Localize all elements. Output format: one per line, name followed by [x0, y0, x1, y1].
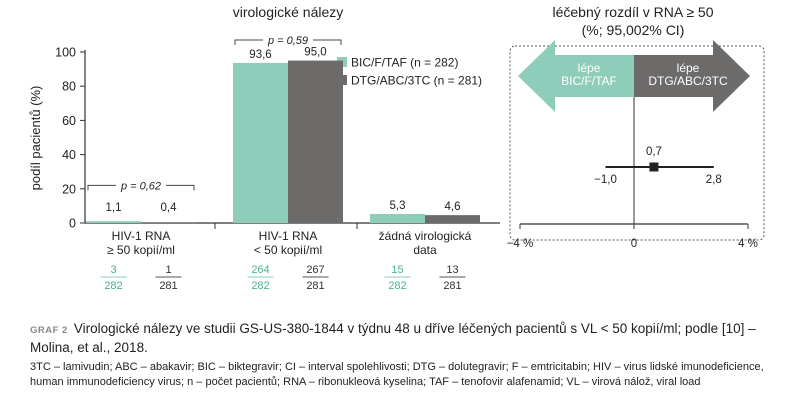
fraction-numerator: 1	[165, 264, 171, 276]
y-tick-label: 20	[62, 182, 76, 196]
fraction-numerator: 264	[251, 264, 269, 276]
bar	[425, 215, 480, 223]
bar	[141, 222, 196, 223]
point-estimate-marker	[649, 162, 659, 172]
bar-chart-title: virologické nálezy	[233, 4, 344, 20]
forest-subtitle: (%; 95,002% CI)	[582, 22, 685, 38]
caption-label: GRAF 2	[30, 325, 68, 336]
p-value-label: p = 0,59	[267, 35, 308, 47]
arrow-right-label: DTG/ABC/3TC	[648, 74, 728, 88]
category-label: HIV-1 RNA	[259, 229, 318, 243]
forest-x-tick-label: −4 %	[507, 238, 534, 250]
fraction-denominator: 281	[159, 280, 177, 292]
y-tick-label: 100	[55, 46, 76, 60]
fraction-numerator: 267	[306, 264, 324, 276]
legend-label: DTG/ABC/3TC (n = 281)	[351, 74, 482, 88]
legend-label: BIC/F/TAF (n = 282)	[351, 56, 458, 70]
category-label: data	[413, 243, 437, 257]
category-label: žádná virologická	[379, 229, 472, 243]
y-axis-label: podíl pacientů (%)	[28, 86, 43, 191]
point-estimate-label: 0,7	[646, 146, 662, 158]
fraction-denominator: 282	[388, 280, 406, 292]
p-value-label: p = 0,62	[120, 180, 161, 192]
fraction-numerator: 3	[110, 264, 116, 276]
fraction-numerator: 13	[446, 264, 458, 276]
y-tick-label: 40	[62, 148, 76, 162]
bar-value-label: 95,0	[304, 47, 326, 59]
bar-value-label: 93,6	[249, 49, 271, 61]
bar-value-label: 1,1	[106, 202, 122, 214]
bar	[370, 213, 425, 223]
category-label: ≥ 50 kopií/ml	[107, 243, 175, 257]
y-tick-label: 80	[62, 80, 76, 94]
category-label: < 50 kopií/ml	[254, 243, 322, 257]
ci-low-label: −1,0	[594, 174, 617, 186]
fraction-denominator: 282	[104, 280, 122, 292]
fraction-denominator: 281	[306, 280, 324, 292]
forest-title: léčebný rozdíl v RNA ≥ 50	[553, 4, 714, 20]
bar	[288, 60, 343, 223]
chart-canvas: virologické nálezy podíl pacientů (%) 0 20 4…	[28, 4, 765, 292]
arrow-right-dtg	[634, 40, 750, 112]
forest-dashed-frame	[509, 45, 765, 241]
arrow-left-label: BIC/F/TAF	[561, 74, 617, 88]
bar	[233, 62, 288, 223]
ci-high-label: 2,8	[706, 174, 722, 186]
fraction-denominator: 282	[251, 280, 269, 292]
bar-value-label: 0,4	[161, 202, 178, 214]
fraction-denominator: 281	[443, 280, 461, 292]
p-value-bg	[263, 33, 313, 46]
figure-caption: GRAF 2 Virologické nálezy ve studii GS-US…	[30, 320, 770, 356]
bar	[86, 221, 141, 223]
arrow-left-bic	[518, 40, 634, 112]
forest-x-tick-label: 4 %	[738, 238, 758, 250]
p-value-bg	[116, 178, 166, 192]
category-label: HIV-1 RNA	[112, 229, 171, 243]
fraction-numerator: 15	[391, 264, 403, 276]
abbreviations: 3TC – lamivudin; ABC – abakavir; BIC – b…	[30, 361, 764, 388]
bar-value-label: 4,6	[445, 201, 461, 213]
y-tick-label: 0	[69, 217, 76, 231]
arrow-left-label: lépe	[578, 61, 601, 75]
caption-text: Virologické nálezy ve studii GS-US-380-1…	[30, 321, 756, 355]
forest-x-tick-label: 0	[631, 238, 637, 250]
y-tick-label: 60	[62, 114, 76, 128]
arrow-right-label: lépe	[677, 61, 700, 75]
bar-value-label: 5,3	[390, 200, 406, 212]
